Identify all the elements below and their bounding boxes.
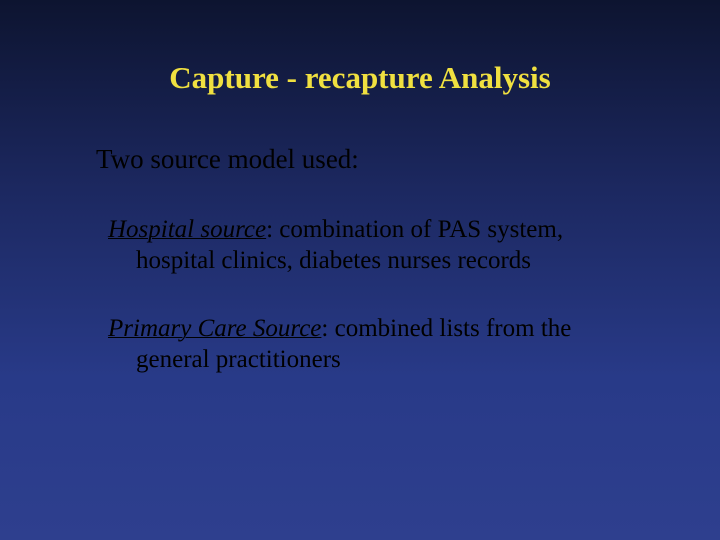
slide-title: Capture - recapture Analysis	[130, 60, 590, 96]
body-item-1: Hospital source: combination of PAS syst…	[108, 215, 620, 276]
body-text: Hospital source: combination of PAS syst…	[108, 215, 620, 276]
body-item-2: Primary Care Source: combined lists from…	[108, 314, 620, 375]
continuation-line: hospital clinics, diabetes nurses record…	[108, 246, 620, 277]
continuation-line: general practitioners	[108, 345, 620, 376]
rest-line: : combined lists from the	[321, 315, 571, 342]
slide-subtitle: Two source model used:	[96, 144, 630, 175]
lead-term: Hospital source	[108, 216, 266, 243]
rest-line: : combination of PAS system,	[266, 216, 563, 243]
body-text: Primary Care Source: combined lists from…	[108, 314, 620, 375]
slide: Capture - recapture Analysis Two source …	[0, 0, 720, 540]
lead-term: Primary Care Source	[108, 315, 321, 342]
